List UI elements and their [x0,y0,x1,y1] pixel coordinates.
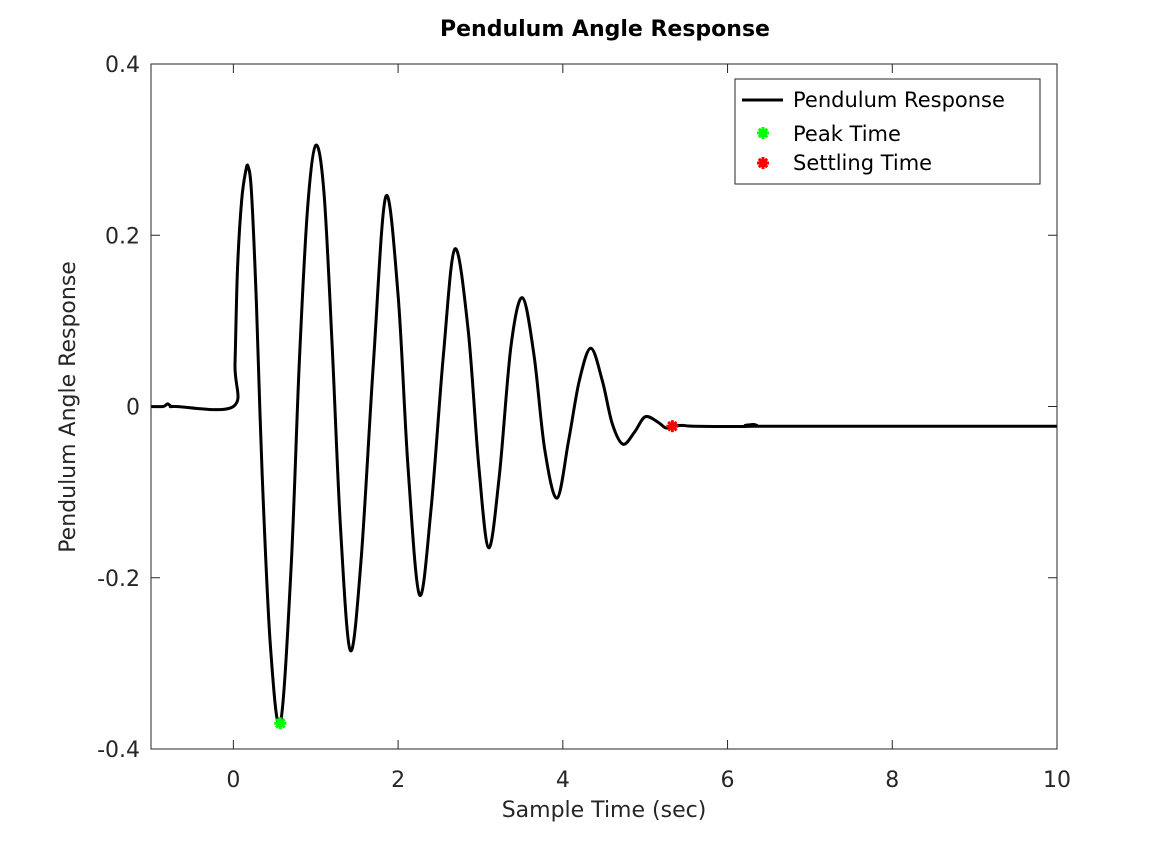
y-axis-label: Pendulum Angle Response [56,261,81,553]
legend-label-peak-time: Peak Time [793,122,901,146]
y-tick-label: 0.4 [105,53,140,78]
y-tick-label: 0.2 [105,224,140,249]
legend-swatch-peak-time [757,127,769,139]
y-tick-label: 0 [126,396,140,421]
series-layer [150,143,1057,730]
y-ticks: -0.4 -0.2 0 0.2 0.4 [97,53,1057,763]
x-tick-label: 6 [721,768,735,793]
x-tick-label: 4 [556,768,570,793]
legend-box [734,78,1041,185]
y-tick-label: -0.2 [97,567,140,592]
y-tick-label: -0.4 [97,738,140,763]
data-point-settling-time [666,420,679,433]
legend: Pendulum Response Peak Time Settling Tim… [734,78,1041,185]
x-tick-label: 10 [1043,768,1071,793]
legend-label-settling-time: Settling Time [793,151,932,175]
axes-box [150,63,1058,750]
chart-title: Pendulum Angle Response [440,17,770,42]
x-axis-label: Sample Time (sec) [502,798,707,823]
x-ticks: 0 2 4 6 8 10 [226,64,1071,793]
data-point-peak-time [274,717,287,730]
x-tick-label: 2 [391,768,405,793]
legend-swatch-settling-time [757,157,769,169]
series-line-pendulum-response [150,143,1057,727]
x-tick-label: 0 [226,768,240,793]
legend-label-pendulum-response: Pendulum Response [793,88,1005,112]
x-tick-label: 8 [885,768,899,793]
